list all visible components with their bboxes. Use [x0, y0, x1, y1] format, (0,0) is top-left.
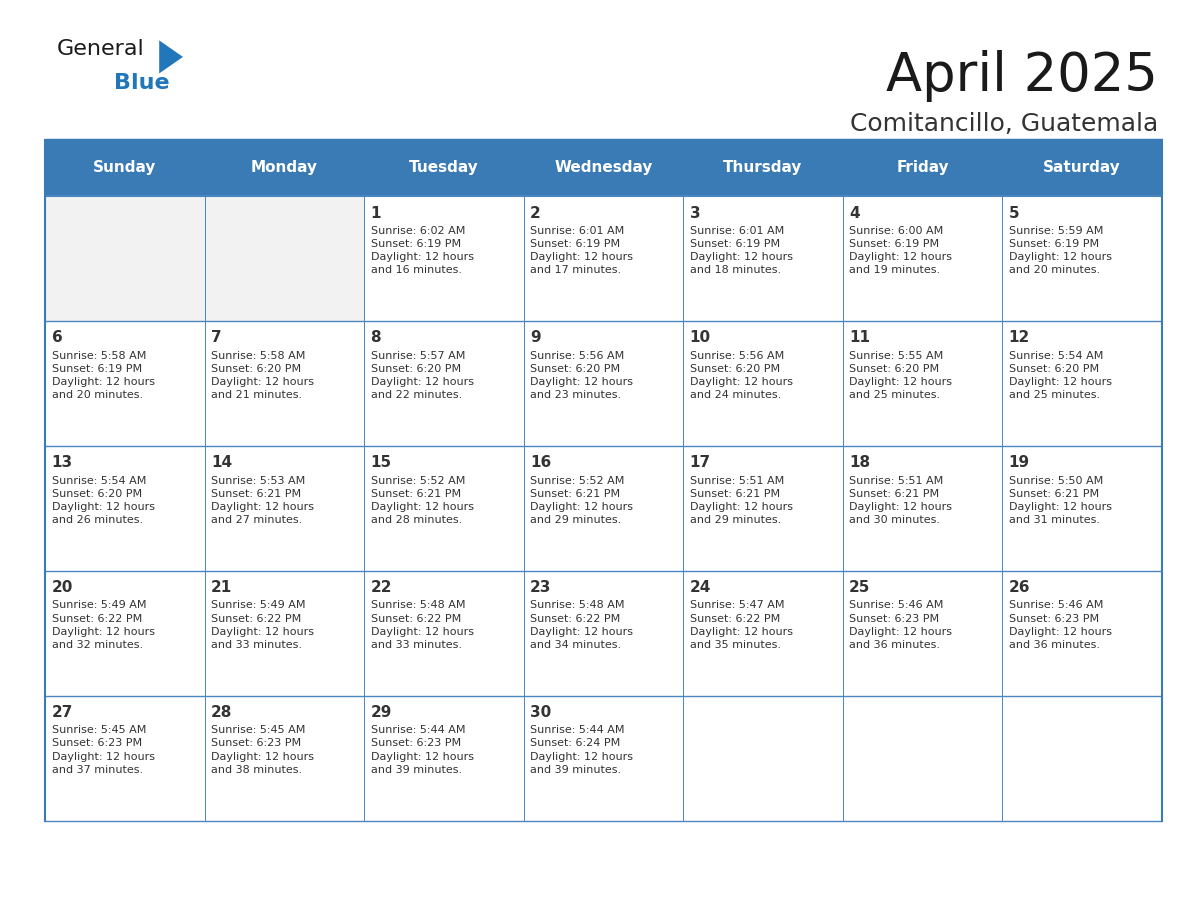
Text: Saturday: Saturday: [1043, 161, 1121, 175]
Polygon shape: [159, 40, 183, 73]
Text: 10: 10: [690, 330, 710, 345]
Text: 20: 20: [51, 580, 72, 595]
Text: 27: 27: [51, 705, 72, 720]
Text: 6: 6: [51, 330, 62, 345]
Text: 23: 23: [530, 580, 551, 595]
Text: Sunrise: 6:01 AM
Sunset: 6:19 PM
Daylight: 12 hours
and 18 minutes.: Sunrise: 6:01 AM Sunset: 6:19 PM Dayligh…: [690, 226, 792, 275]
Text: Sunrise: 5:47 AM
Sunset: 6:22 PM
Daylight: 12 hours
and 35 minutes.: Sunrise: 5:47 AM Sunset: 6:22 PM Dayligh…: [690, 600, 792, 650]
Text: Wednesday: Wednesday: [555, 161, 652, 175]
Bar: [45, 196, 204, 321]
Text: Friday: Friday: [896, 161, 949, 175]
Text: 12: 12: [1009, 330, 1030, 345]
Text: Sunrise: 5:54 AM
Sunset: 6:20 PM
Daylight: 12 hours
and 26 minutes.: Sunrise: 5:54 AM Sunset: 6:20 PM Dayligh…: [51, 476, 154, 525]
Text: Sunrise: 5:55 AM
Sunset: 6:20 PM
Daylight: 12 hours
and 25 minutes.: Sunrise: 5:55 AM Sunset: 6:20 PM Dayligh…: [849, 351, 953, 400]
Text: Sunday: Sunday: [93, 161, 157, 175]
Text: Sunrise: 5:45 AM
Sunset: 6:23 PM
Daylight: 12 hours
and 37 minutes.: Sunrise: 5:45 AM Sunset: 6:23 PM Dayligh…: [51, 725, 154, 775]
Text: Sunrise: 5:51 AM
Sunset: 6:21 PM
Daylight: 12 hours
and 30 minutes.: Sunrise: 5:51 AM Sunset: 6:21 PM Dayligh…: [849, 476, 953, 525]
Text: Sunrise: 5:45 AM
Sunset: 6:23 PM
Daylight: 12 hours
and 38 minutes.: Sunrise: 5:45 AM Sunset: 6:23 PM Dayligh…: [211, 725, 314, 775]
Text: Sunrise: 5:54 AM
Sunset: 6:20 PM
Daylight: 12 hours
and 25 minutes.: Sunrise: 5:54 AM Sunset: 6:20 PM Dayligh…: [1009, 351, 1112, 400]
Text: Sunrise: 6:01 AM
Sunset: 6:19 PM
Daylight: 12 hours
and 17 minutes.: Sunrise: 6:01 AM Sunset: 6:19 PM Dayligh…: [530, 226, 633, 275]
Text: Tuesday: Tuesday: [409, 161, 479, 175]
Text: 22: 22: [371, 580, 392, 595]
Text: Sunrise: 5:59 AM
Sunset: 6:19 PM
Daylight: 12 hours
and 20 minutes.: Sunrise: 5:59 AM Sunset: 6:19 PM Dayligh…: [1009, 226, 1112, 275]
Text: Sunrise: 5:56 AM
Sunset: 6:20 PM
Daylight: 12 hours
and 24 minutes.: Sunrise: 5:56 AM Sunset: 6:20 PM Dayligh…: [690, 351, 792, 400]
Text: Sunrise: 5:46 AM
Sunset: 6:23 PM
Daylight: 12 hours
and 36 minutes.: Sunrise: 5:46 AM Sunset: 6:23 PM Dayligh…: [849, 600, 953, 650]
Text: Sunrise: 5:46 AM
Sunset: 6:23 PM
Daylight: 12 hours
and 36 minutes.: Sunrise: 5:46 AM Sunset: 6:23 PM Dayligh…: [1009, 600, 1112, 650]
Text: General: General: [57, 39, 145, 59]
Text: 15: 15: [371, 455, 392, 470]
Text: 30: 30: [530, 705, 551, 720]
Text: Sunrise: 5:51 AM
Sunset: 6:21 PM
Daylight: 12 hours
and 29 minutes.: Sunrise: 5:51 AM Sunset: 6:21 PM Dayligh…: [690, 476, 792, 525]
Text: Thursday: Thursday: [723, 161, 803, 175]
Text: Sunrise: 5:52 AM
Sunset: 6:21 PM
Daylight: 12 hours
and 28 minutes.: Sunrise: 5:52 AM Sunset: 6:21 PM Dayligh…: [371, 476, 474, 525]
Text: 29: 29: [371, 705, 392, 720]
Text: 4: 4: [849, 206, 860, 220]
Text: Sunrise: 5:44 AM
Sunset: 6:24 PM
Daylight: 12 hours
and 39 minutes.: Sunrise: 5:44 AM Sunset: 6:24 PM Dayligh…: [530, 725, 633, 775]
Text: Sunrise: 5:48 AM
Sunset: 6:22 PM
Daylight: 12 hours
and 34 minutes.: Sunrise: 5:48 AM Sunset: 6:22 PM Dayligh…: [530, 600, 633, 650]
Bar: [204, 196, 365, 321]
Text: 1: 1: [371, 206, 381, 220]
Text: 11: 11: [849, 330, 870, 345]
Text: Blue: Blue: [114, 73, 170, 94]
Text: Sunrise: 5:48 AM
Sunset: 6:22 PM
Daylight: 12 hours
and 33 minutes.: Sunrise: 5:48 AM Sunset: 6:22 PM Dayligh…: [371, 600, 474, 650]
Text: Monday: Monday: [251, 161, 318, 175]
Text: 28: 28: [211, 705, 233, 720]
Text: 7: 7: [211, 330, 222, 345]
Text: 19: 19: [1009, 455, 1030, 470]
Text: 26: 26: [1009, 580, 1030, 595]
Text: Sunrise: 5:58 AM
Sunset: 6:19 PM
Daylight: 12 hours
and 20 minutes.: Sunrise: 5:58 AM Sunset: 6:19 PM Dayligh…: [51, 351, 154, 400]
Text: Sunrise: 5:49 AM
Sunset: 6:22 PM
Daylight: 12 hours
and 32 minutes.: Sunrise: 5:49 AM Sunset: 6:22 PM Dayligh…: [51, 600, 154, 650]
Text: Sunrise: 5:49 AM
Sunset: 6:22 PM
Daylight: 12 hours
and 33 minutes.: Sunrise: 5:49 AM Sunset: 6:22 PM Dayligh…: [211, 600, 314, 650]
Text: Sunrise: 5:57 AM
Sunset: 6:20 PM
Daylight: 12 hours
and 22 minutes.: Sunrise: 5:57 AM Sunset: 6:20 PM Dayligh…: [371, 351, 474, 400]
Text: 16: 16: [530, 455, 551, 470]
Text: Sunrise: 6:00 AM
Sunset: 6:19 PM
Daylight: 12 hours
and 19 minutes.: Sunrise: 6:00 AM Sunset: 6:19 PM Dayligh…: [849, 226, 953, 275]
Text: 5: 5: [1009, 206, 1019, 220]
Text: Comitancillo, Guatemala: Comitancillo, Guatemala: [851, 112, 1158, 136]
Text: 3: 3: [690, 206, 700, 220]
Text: Sunrise: 5:58 AM
Sunset: 6:20 PM
Daylight: 12 hours
and 21 minutes.: Sunrise: 5:58 AM Sunset: 6:20 PM Dayligh…: [211, 351, 314, 400]
Text: April 2025: April 2025: [886, 50, 1158, 103]
Text: 8: 8: [371, 330, 381, 345]
Text: Sunrise: 5:53 AM
Sunset: 6:21 PM
Daylight: 12 hours
and 27 minutes.: Sunrise: 5:53 AM Sunset: 6:21 PM Dayligh…: [211, 476, 314, 525]
Text: 21: 21: [211, 580, 233, 595]
Text: 13: 13: [51, 455, 72, 470]
Text: Sunrise: 5:56 AM
Sunset: 6:20 PM
Daylight: 12 hours
and 23 minutes.: Sunrise: 5:56 AM Sunset: 6:20 PM Dayligh…: [530, 351, 633, 400]
Text: 17: 17: [690, 455, 710, 470]
Text: Sunrise: 6:02 AM
Sunset: 6:19 PM
Daylight: 12 hours
and 16 minutes.: Sunrise: 6:02 AM Sunset: 6:19 PM Dayligh…: [371, 226, 474, 275]
Text: 14: 14: [211, 455, 232, 470]
Text: 9: 9: [530, 330, 541, 345]
Text: 24: 24: [690, 580, 712, 595]
Text: Sunrise: 5:52 AM
Sunset: 6:21 PM
Daylight: 12 hours
and 29 minutes.: Sunrise: 5:52 AM Sunset: 6:21 PM Dayligh…: [530, 476, 633, 525]
Text: 25: 25: [849, 580, 871, 595]
Text: Sunrise: 5:50 AM
Sunset: 6:21 PM
Daylight: 12 hours
and 31 minutes.: Sunrise: 5:50 AM Sunset: 6:21 PM Dayligh…: [1009, 476, 1112, 525]
Text: Sunrise: 5:44 AM
Sunset: 6:23 PM
Daylight: 12 hours
and 39 minutes.: Sunrise: 5:44 AM Sunset: 6:23 PM Dayligh…: [371, 725, 474, 775]
Bar: [45, 140, 1162, 196]
Text: 18: 18: [849, 455, 871, 470]
Text: 2: 2: [530, 206, 541, 220]
